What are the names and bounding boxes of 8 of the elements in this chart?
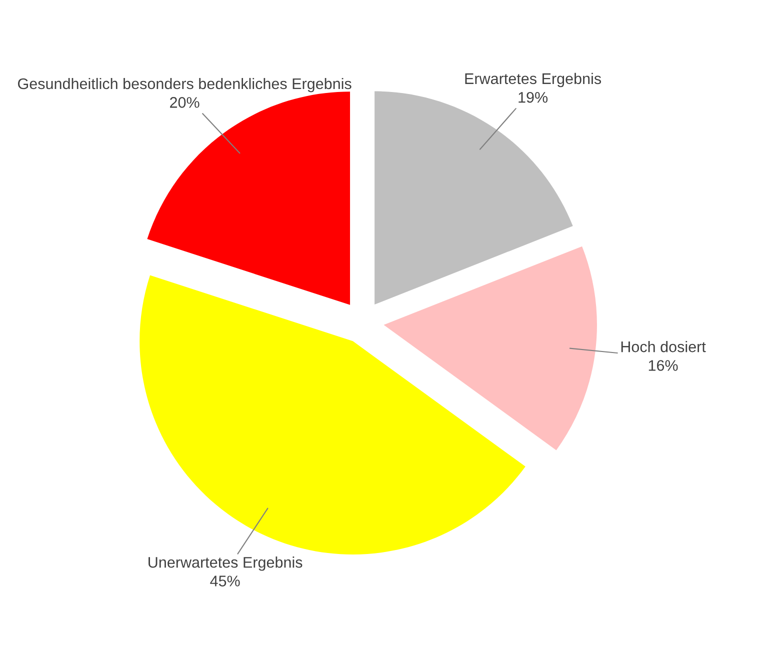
slice-label: Unerwartetes Ergebnis — [148, 556, 302, 571]
data-label: 19% — [518, 92, 548, 103]
slice-label: Gesundheitlich besonders bedenkliches Ergebnis — [18, 78, 352, 92]
data-label: 16% — [648, 360, 678, 371]
slice-label: Erwartetes Ergebnis — [465, 72, 602, 88]
data-label: 45% — [210, 576, 240, 586]
slice-label: Hoch dosiert — [621, 340, 706, 352]
data-label: 20% — [170, 97, 200, 108]
